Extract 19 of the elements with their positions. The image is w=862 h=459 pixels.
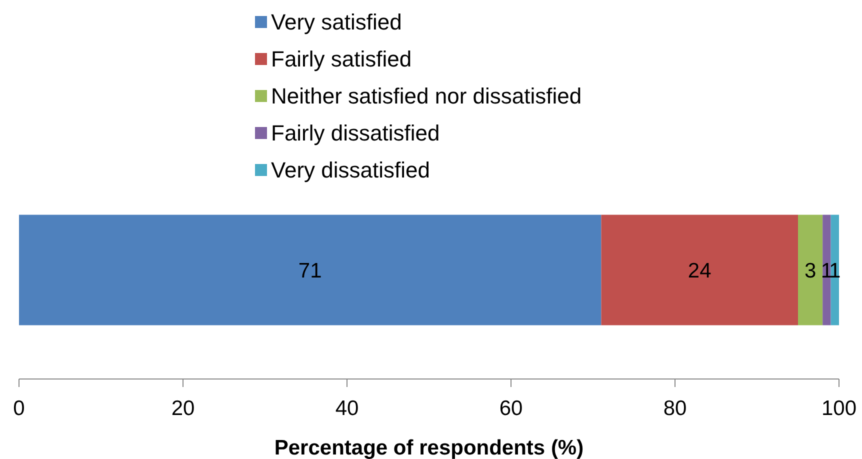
bar (601, 214, 798, 326)
x-tick-label: 80 (663, 397, 687, 420)
legend-label: Very satisfied (271, 10, 402, 35)
x-tick-label: 60 (499, 397, 523, 420)
legend-label: Neither satisfied nor dissatisfied (271, 84, 582, 109)
x-tick-label: 0 (13, 397, 25, 420)
data-label: 71 (298, 259, 322, 282)
legend-label: Fairly dissatisfied (271, 120, 440, 146)
x-axis-title: Percentage of respondents (%) (274, 436, 584, 459)
x-tick-label: 40 (335, 397, 359, 420)
legend-label: Fairly satisfied (271, 46, 412, 72)
data-label: 3 (804, 259, 816, 282)
data-label: 24 (688, 259, 712, 282)
legend-label: Very dissatisfied (271, 158, 430, 183)
bar (798, 214, 823, 326)
x-tick-label: 100 (821, 397, 857, 420)
bar (19, 214, 602, 326)
bar (822, 214, 831, 326)
x-tick-label: 20 (171, 397, 195, 420)
